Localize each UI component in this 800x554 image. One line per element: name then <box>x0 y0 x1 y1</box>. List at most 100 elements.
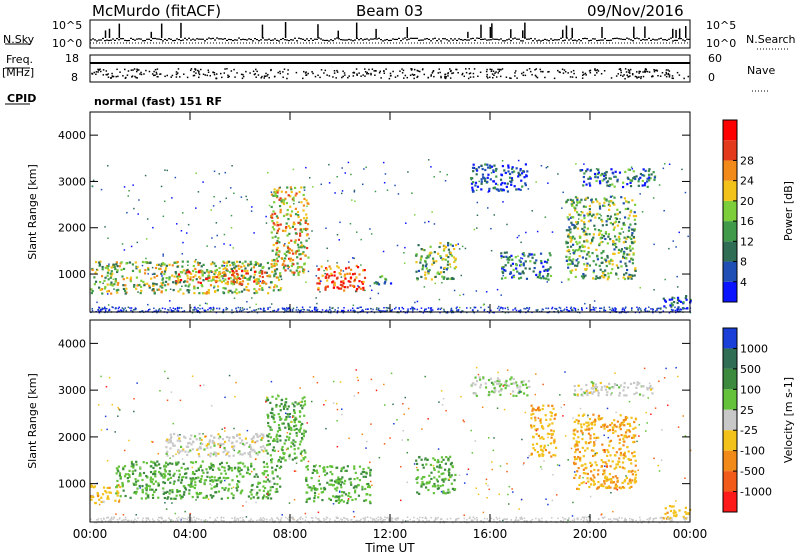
echo-cell <box>290 445 293 448</box>
echo-cell <box>92 495 95 499</box>
echo-cell <box>438 245 441 249</box>
echo-cell <box>458 306 461 309</box>
echo-cell <box>196 309 198 311</box>
echo-cell <box>442 249 446 252</box>
echo-cell <box>144 261 147 264</box>
echo-cell <box>335 277 339 280</box>
echo-cell <box>352 486 355 489</box>
colorbar-segment <box>723 140 737 161</box>
nave-point <box>159 73 162 75</box>
echo-cell <box>289 257 292 260</box>
echo-cell <box>641 184 644 187</box>
echo-cell <box>220 461 223 464</box>
echo-cell <box>271 466 274 469</box>
echo-cell <box>157 482 160 485</box>
echo-cell <box>305 498 309 501</box>
nave-point <box>153 70 155 73</box>
echo-cell <box>539 445 542 448</box>
echo-cell <box>300 244 304 247</box>
colorbar-segment <box>723 180 737 201</box>
echo-cell <box>553 417 556 420</box>
echo-cell <box>256 262 260 265</box>
echo-cell <box>678 299 681 302</box>
echo-cell <box>265 282 268 285</box>
echo-cell <box>496 377 500 380</box>
echo-cell <box>196 286 200 290</box>
echo-cell <box>590 215 594 218</box>
echo-cell <box>166 438 169 441</box>
echo-cell <box>577 261 580 264</box>
echo-cell <box>235 307 237 310</box>
nave-point <box>452 72 455 74</box>
echo-cell <box>603 306 605 309</box>
nave-point <box>557 69 559 72</box>
echo-cell <box>574 308 577 311</box>
echo-cell <box>196 496 199 499</box>
echo-cell <box>115 263 118 266</box>
echo-cell <box>231 479 234 482</box>
echo-cell <box>293 428 296 431</box>
nave-point <box>540 70 542 73</box>
nave-point <box>634 75 637 78</box>
echo-cell <box>122 284 125 287</box>
nave-point <box>305 74 308 76</box>
echo-cell <box>125 287 128 290</box>
echo-cell <box>337 498 341 501</box>
echo-cell <box>197 467 200 470</box>
echo-cell <box>222 291 225 294</box>
echo-cell <box>199 304 201 307</box>
echo-cell <box>370 233 373 235</box>
echo-cell <box>507 166 510 169</box>
echo-cell <box>112 278 115 281</box>
echo-cell <box>122 287 125 291</box>
echo-cell <box>411 192 413 194</box>
echo-cell <box>504 171 507 175</box>
echo-cell <box>484 179 487 183</box>
echo-cell <box>326 273 329 276</box>
echo-cell <box>627 201 630 204</box>
echo-cell <box>233 263 236 266</box>
echo-cell <box>586 196 589 199</box>
echo-cell <box>207 308 209 311</box>
echo-cell <box>325 472 329 475</box>
echo-cell <box>416 491 419 494</box>
echo-cell <box>258 451 261 454</box>
echo-cell <box>581 245 585 249</box>
echo-cell <box>542 404 545 407</box>
echo-cell <box>174 497 177 500</box>
nave-tick-low: 0 <box>708 71 715 84</box>
echo-cell <box>424 273 427 277</box>
echo-cell <box>498 385 502 388</box>
echo-cell <box>216 289 219 292</box>
echo-cell <box>245 441 248 445</box>
echo-cell <box>585 257 588 260</box>
echo-cell <box>671 298 674 301</box>
nave-point <box>461 72 464 75</box>
nave-point <box>356 74 358 76</box>
echo-cell <box>597 469 600 472</box>
echo-cell <box>623 221 625 224</box>
echo-cell <box>312 468 315 472</box>
echo-cell <box>589 440 592 444</box>
echo-cell <box>610 258 613 261</box>
echo-cell <box>683 307 686 309</box>
nave-point <box>91 73 94 75</box>
echo-cell <box>575 448 578 451</box>
echo-cell <box>625 200 628 203</box>
echo-cell <box>535 259 538 262</box>
echo-cell <box>524 184 527 187</box>
echo-cell <box>628 168 631 172</box>
echo-cell <box>239 307 242 309</box>
echo-cell <box>206 291 209 294</box>
echo-cell <box>470 182 474 185</box>
echo-cell <box>183 472 187 476</box>
echo-cell <box>353 279 356 283</box>
echo-cell <box>567 218 570 221</box>
echo-cell <box>182 292 185 295</box>
echo-cell <box>329 465 332 468</box>
echo-cell <box>322 467 325 470</box>
echo-cell <box>415 254 418 257</box>
echo-cell <box>119 476 123 479</box>
echo-cell <box>151 266 154 269</box>
echo-cell <box>280 200 283 203</box>
